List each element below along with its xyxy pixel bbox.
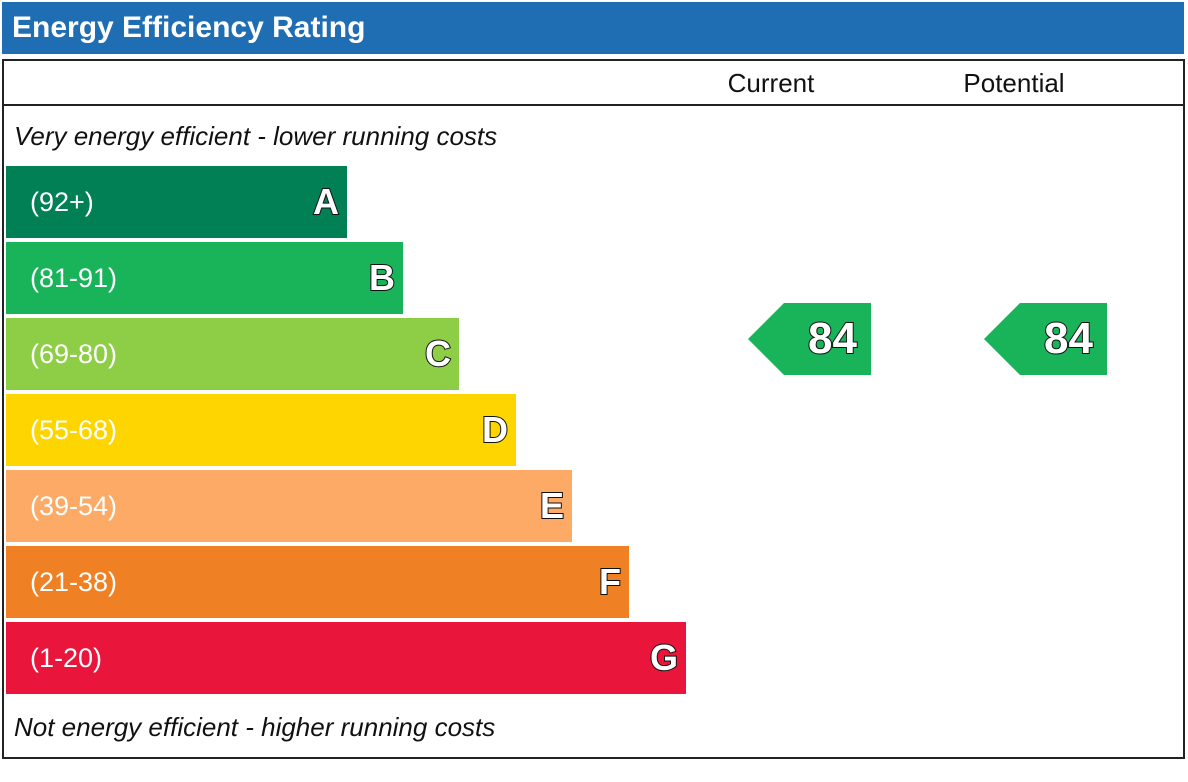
band-d: (55-68) D xyxy=(6,394,516,466)
current-rating-value: 84 xyxy=(807,313,858,364)
band-c: (69-80) C xyxy=(6,318,459,390)
current-column-header: Current xyxy=(727,68,815,98)
band-range-label: (55-68) xyxy=(30,415,118,445)
band-range-label: (92+) xyxy=(30,187,94,217)
potential-rating-indicator: 84 xyxy=(984,303,1107,375)
band-letter-label: C xyxy=(424,332,452,375)
band-b: (81-91) B xyxy=(6,242,403,314)
very-efficient-note: Very energy efficient - lower running co… xyxy=(14,121,498,151)
band-range-label: (81-91) xyxy=(30,263,118,293)
band-letter-label: A xyxy=(312,180,340,223)
current-rating-indicator: 84 xyxy=(748,303,871,375)
band-f: (21-38) F xyxy=(6,546,629,618)
band-range-label: (69-80) xyxy=(30,339,118,369)
band-letter-label: E xyxy=(539,484,565,527)
current-arrow-shape xyxy=(748,303,871,375)
potential-column-header: Potential xyxy=(963,68,1065,98)
band-letter-label: B xyxy=(368,256,396,299)
band-letter-label: G xyxy=(649,636,679,679)
band-e: (39-54) E xyxy=(6,470,572,542)
band-g: (1-20) G xyxy=(6,622,686,694)
rating-panel: Current Potential Very energy efficient … xyxy=(2,59,1185,759)
chart-title: Energy Efficiency Rating xyxy=(2,2,1184,54)
band-range-label: (1-20) xyxy=(30,643,103,673)
band-letter-label: D xyxy=(481,408,509,451)
column-header-row: Current Potential xyxy=(4,61,1183,106)
not-efficient-note: Not energy efficient - higher running co… xyxy=(14,712,496,742)
potential-arrow-shape xyxy=(984,303,1107,375)
band-a: (92+) A xyxy=(6,166,347,238)
potential-rating-value: 84 xyxy=(1043,313,1094,364)
band-range-label: (21-38) xyxy=(30,567,118,597)
band-range-label: (39-54) xyxy=(30,491,118,521)
band-letter-label: F xyxy=(598,560,622,603)
